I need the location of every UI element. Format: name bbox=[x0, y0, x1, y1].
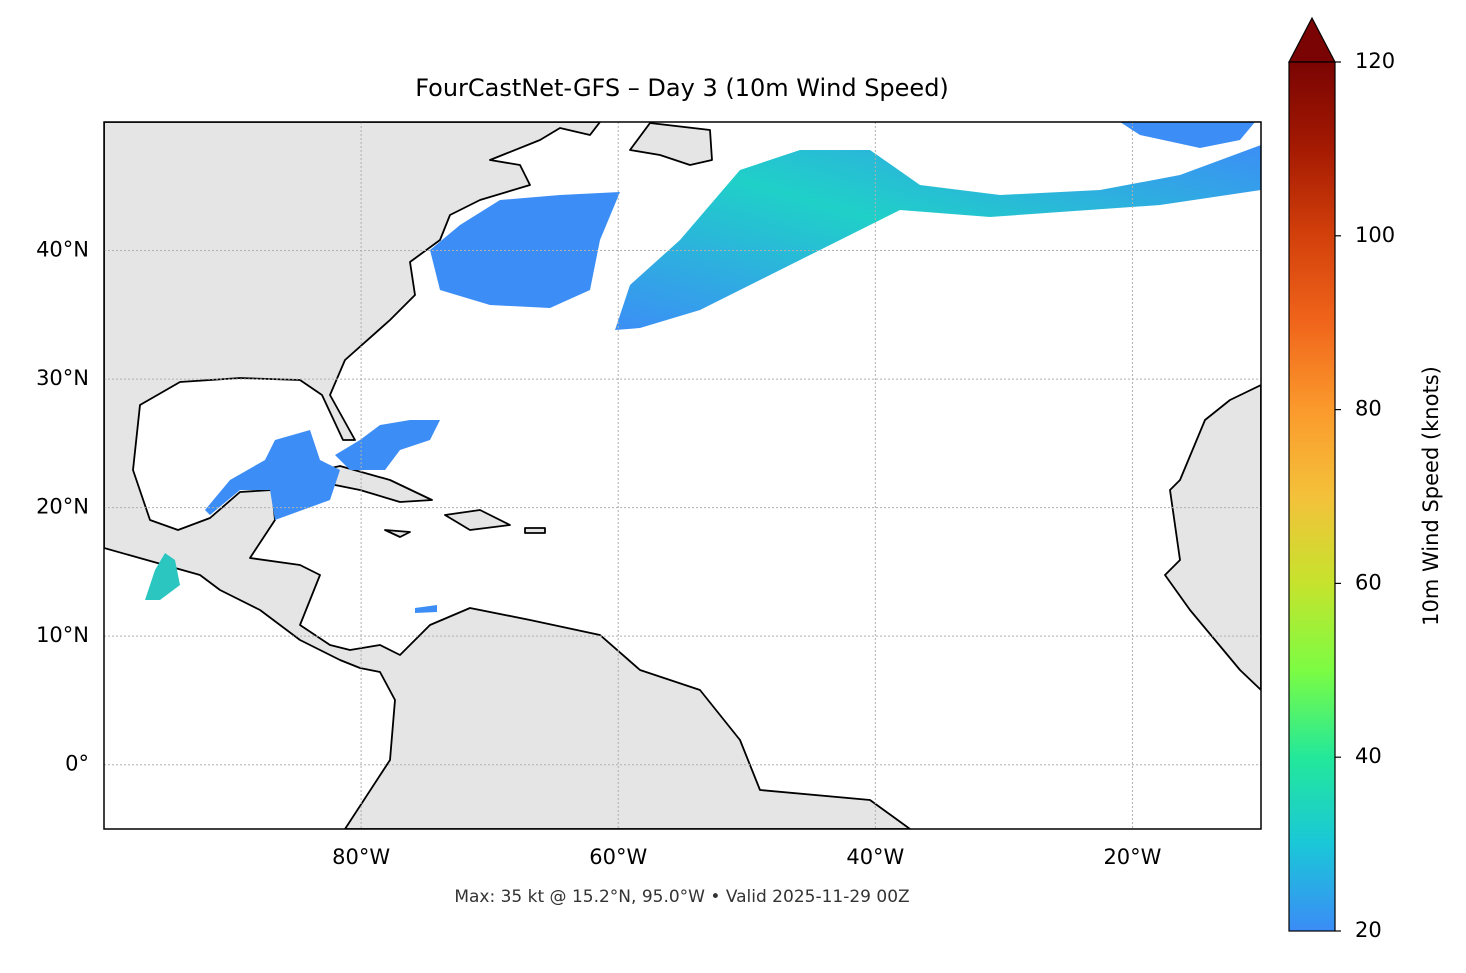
americas bbox=[104, 122, 911, 829]
africa bbox=[1164, 384, 1261, 691]
colorbar-extend bbox=[1288, 16, 1336, 63]
wind-area bbox=[1120, 122, 1255, 148]
newfoundland bbox=[629, 122, 713, 166]
colorbar-tick-label: 80 bbox=[1355, 397, 1382, 421]
colorbar-tick-label: 60 bbox=[1355, 570, 1382, 594]
wind-area bbox=[205, 430, 340, 520]
x-tick-label: 20°W bbox=[1103, 845, 1161, 869]
colorbar-tick-label: 120 bbox=[1355, 49, 1395, 73]
map bbox=[104, 122, 1261, 829]
y-tick-label: 30°N bbox=[36, 366, 89, 390]
map-frame bbox=[103, 121, 1262, 830]
subtitle: Max: 35 kt @ 15.2°N, 95.0°W • Valid 2025… bbox=[454, 887, 909, 907]
y-tick-label: 20°N bbox=[36, 495, 89, 519]
wind-area bbox=[615, 145, 1261, 330]
chart-title: FourCastNet-GFS – Day 3 (10m Wind Speed) bbox=[415, 74, 949, 102]
wind-area bbox=[415, 605, 437, 613]
colorbar bbox=[1288, 61, 1336, 932]
x-tick-label: 40°W bbox=[846, 845, 904, 869]
hispaniola bbox=[444, 509, 511, 531]
y-tick-label: 10°N bbox=[36, 623, 89, 647]
colorbar-tick-label: 40 bbox=[1355, 744, 1382, 768]
colorbar-tick-label: 100 bbox=[1355, 223, 1395, 247]
wind-area bbox=[335, 420, 440, 470]
y-tick-label: 0° bbox=[65, 752, 89, 776]
puerto-rico bbox=[524, 527, 546, 534]
wind-area bbox=[145, 553, 180, 600]
x-tick-label: 60°W bbox=[589, 845, 647, 869]
colorbar-tick-label: 20 bbox=[1355, 918, 1382, 942]
x-tick-label: 80°W bbox=[332, 845, 390, 869]
wind-area bbox=[430, 192, 620, 308]
y-tick-label: 40°N bbox=[36, 238, 89, 262]
colorbar-label: 10m Wind Speed (knots) bbox=[1419, 366, 1443, 626]
jamaica bbox=[384, 529, 411, 538]
